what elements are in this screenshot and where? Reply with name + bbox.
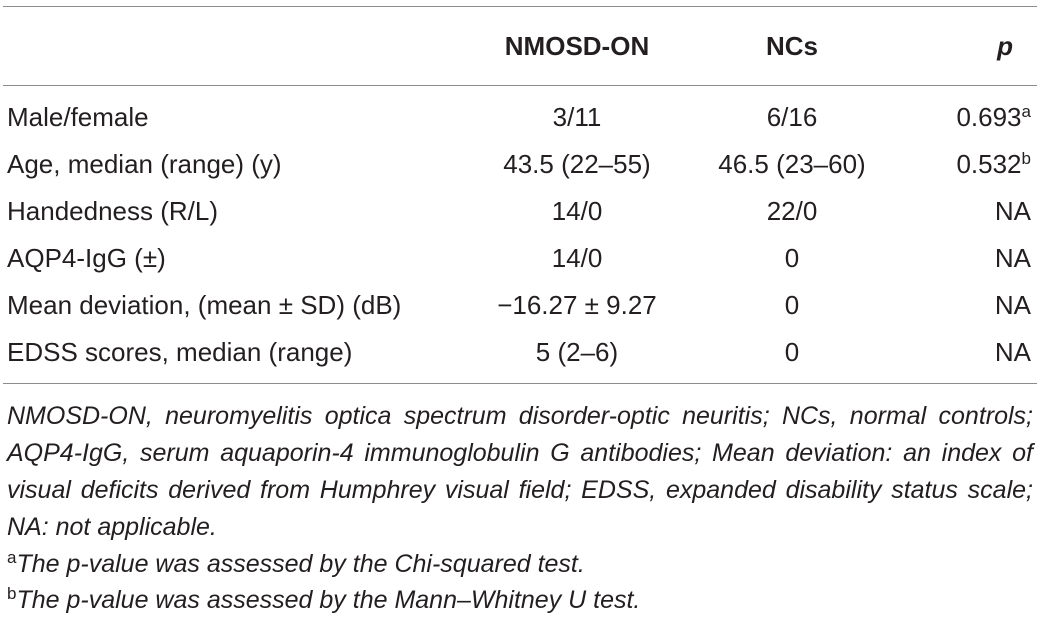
footnote-a-mark: a bbox=[7, 548, 17, 567]
cell-nmosd-on: 14/0 bbox=[551, 196, 603, 226]
row-label: Male/female bbox=[7, 102, 149, 132]
footnote-mark: a bbox=[1021, 102, 1031, 121]
column-header-nmosd-on: NMOSD-ON bbox=[504, 30, 650, 61]
footnote-b-mark: b bbox=[7, 584, 17, 603]
cell-ncs: 6/16 bbox=[766, 102, 818, 132]
footnote-mark: b bbox=[1021, 149, 1031, 168]
footnote-a-text: The p-value was assessed by the Chi-squa… bbox=[16, 550, 585, 578]
row-label: Age, median (range) (y) bbox=[7, 149, 282, 179]
demographics-table: NMOSD-ON NCs p Male/female 3/11 6/16 0.6… bbox=[3, 14, 1037, 376]
table-row: AQP4-IgG (±) 14/0 0 NA bbox=[3, 235, 1037, 282]
table-row: Male/female 3/11 6/16 0.693a bbox=[3, 78, 1037, 141]
row-label: Mean deviation, (mean ± SD) (dB) bbox=[7, 290, 402, 320]
header-rule bbox=[3, 85, 1037, 86]
table-footnotes: NMOSD-ON, neuromyelitis optica spectrum … bbox=[7, 398, 1033, 618]
row-label: Handedness (R/L) bbox=[7, 196, 218, 226]
footnote-b-text: The p-value was assessed by the Mann–Whi… bbox=[16, 586, 641, 614]
cell-ncs: 0 bbox=[784, 243, 800, 273]
bottom-rule bbox=[3, 383, 1037, 384]
table-row: EDSS scores, median (range) 5 (2–6) 0 NA bbox=[3, 329, 1037, 376]
cell-nmosd-on: 43.5 (22–55) bbox=[503, 149, 651, 179]
table-row: Mean deviation, (mean ± SD) (dB) −16.27 … bbox=[3, 282, 1037, 329]
cell-ncs: 22/0 bbox=[766, 196, 818, 226]
table-row: Age, median (range) (y) 43.5 (22–55) 46.… bbox=[3, 141, 1037, 188]
top-rule bbox=[3, 6, 1037, 7]
cell-p: 0.532b bbox=[877, 141, 1037, 188]
column-header-label bbox=[3, 14, 447, 78]
table-header-row: NMOSD-ON NCs p bbox=[3, 14, 1037, 78]
footnote-a: aThe p-value was assessed by the Chi-squ… bbox=[7, 546, 1033, 582]
cell-nmosd-on: −16.27 ± 9.27 bbox=[497, 290, 657, 320]
p-value: 0.532 bbox=[956, 149, 1022, 179]
cell-nmosd-on: 3/11 bbox=[552, 102, 602, 132]
p-value: 0.693 bbox=[956, 102, 1022, 132]
cell-nmosd-on: 5 (2–6) bbox=[535, 337, 619, 367]
cell-ncs: 46.5 (23–60) bbox=[718, 149, 866, 179]
column-header-p: p bbox=[997, 30, 1013, 61]
cell-p: NA bbox=[994, 337, 1031, 367]
column-header-ncs: NCs bbox=[765, 30, 818, 61]
footnote-b: bThe p-value was assessed by the Mann–Wh… bbox=[7, 582, 1033, 618]
cell-ncs: 0 bbox=[784, 290, 800, 320]
cell-nmosd-on: 14/0 bbox=[551, 243, 603, 273]
abbreviations-note: NMOSD-ON, neuromyelitis optica spectrum … bbox=[7, 402, 1033, 541]
cell-p: NA bbox=[994, 243, 1031, 273]
cell-p: 0.693a bbox=[877, 78, 1037, 141]
row-label: AQP4-IgG (±) bbox=[7, 243, 166, 273]
cell-ncs: 0 bbox=[784, 337, 800, 367]
cell-p: NA bbox=[994, 196, 1031, 226]
row-label: EDSS scores, median (range) bbox=[7, 337, 353, 367]
cell-p: NA bbox=[994, 290, 1031, 320]
table-row: Handedness (R/L) 14/0 22/0 NA bbox=[3, 188, 1037, 235]
